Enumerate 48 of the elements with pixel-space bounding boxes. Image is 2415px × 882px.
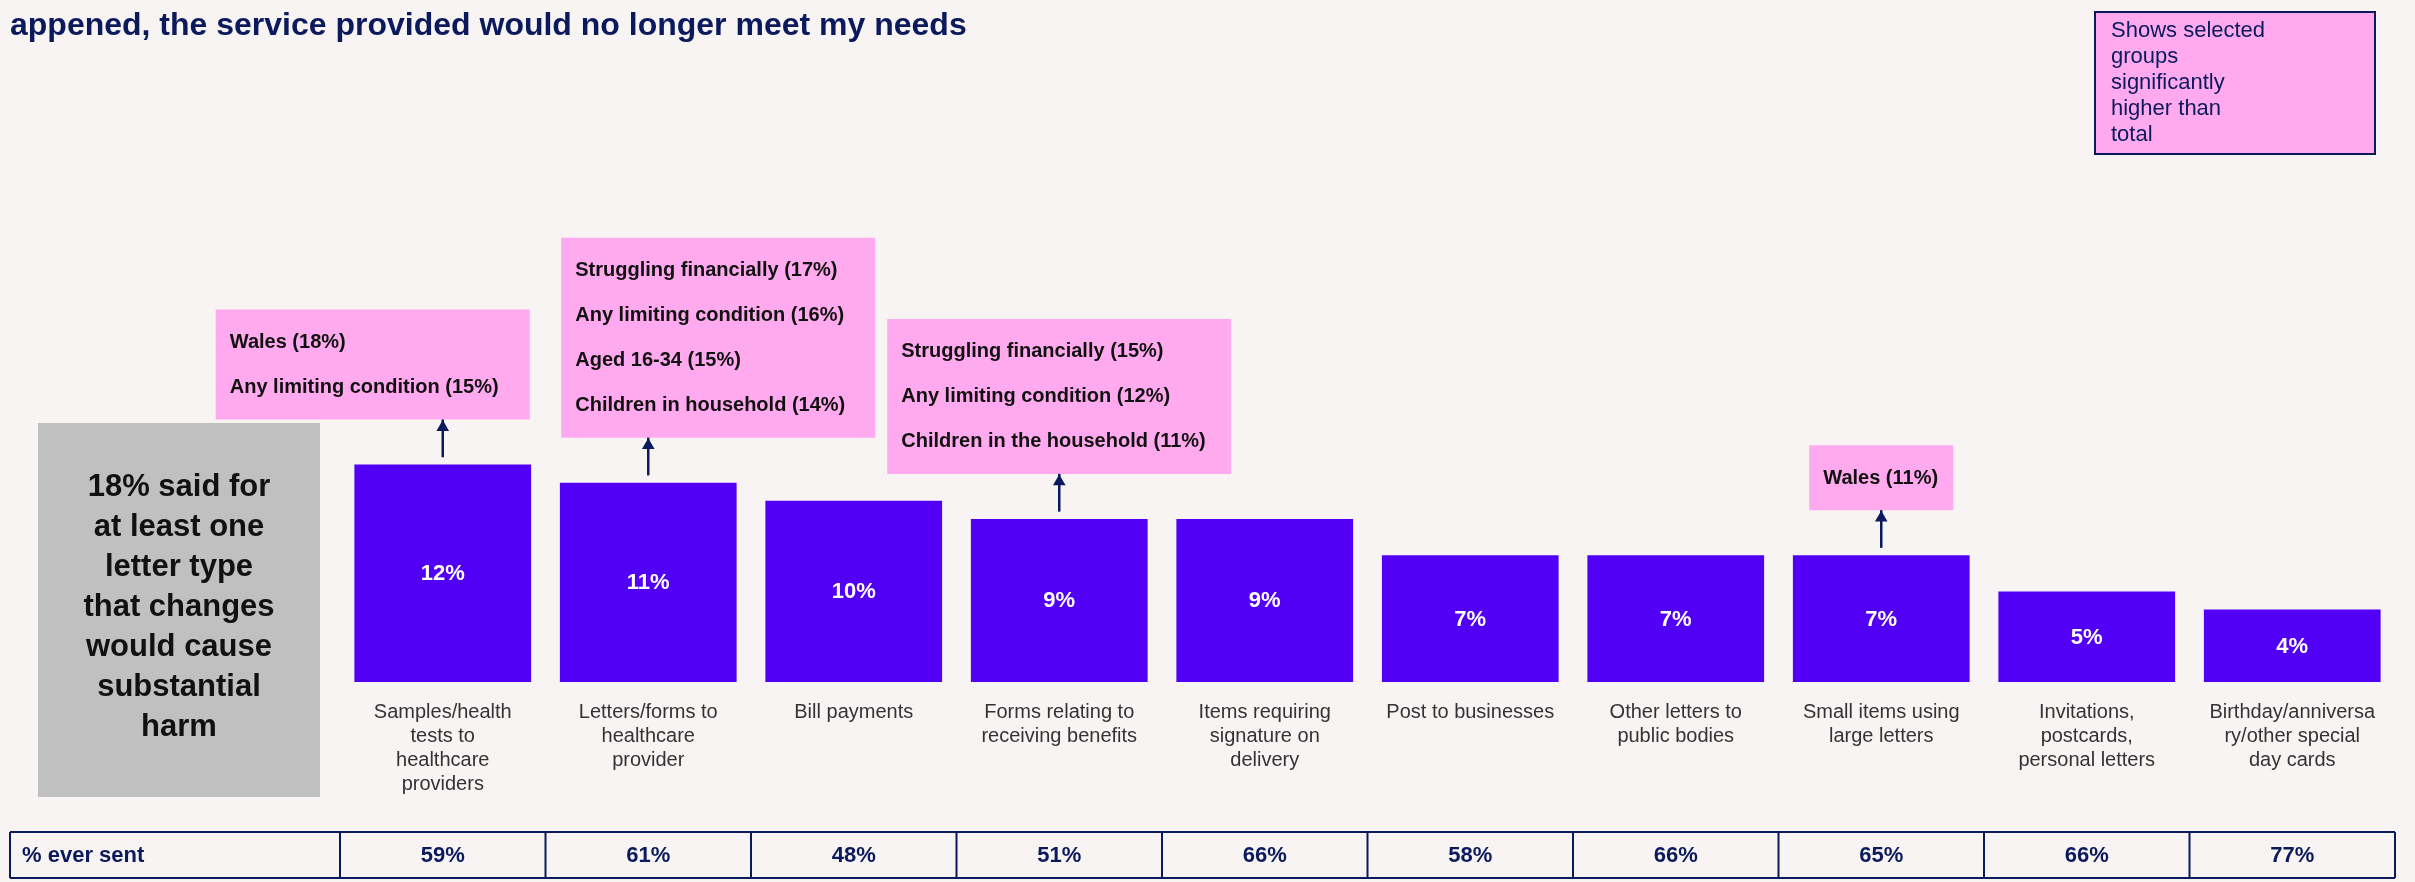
bar xyxy=(354,464,532,682)
text: 59% xyxy=(420,842,465,867)
data-label: 4% xyxy=(2276,632,2309,658)
bar xyxy=(765,500,943,682)
data-label: 7% xyxy=(1865,605,1898,631)
text: 58% xyxy=(1448,842,1493,867)
text: Shows selected groups significantly higher than total xyxy=(2111,17,2266,146)
x-tick-label: Post to businesses xyxy=(1386,700,1555,722)
bar xyxy=(2203,609,2381,682)
x-tick-label: Small items using large letters xyxy=(1802,700,1960,746)
x-tick-label: Samples/health tests to healthcare providers xyxy=(373,700,512,794)
text: 65% xyxy=(1859,842,1904,867)
x-tick-label: Other letters to public bodies xyxy=(1609,700,1742,746)
text: % ever sent xyxy=(22,842,145,867)
text: Struggling financially (15%) Any limiting condition (12%) Children in the household (11%) xyxy=(901,339,1206,452)
x-tick-label: Forms relating to receiving benefits xyxy=(981,700,1138,746)
x-tick-label: Bill payments xyxy=(794,700,914,722)
text: 77% xyxy=(2270,842,2315,867)
x-tick-label: Items requiring signature on delivery xyxy=(1198,700,1331,770)
bar xyxy=(1176,518,1354,682)
data-label: 5% xyxy=(2070,623,2103,649)
data-label: 11% xyxy=(626,569,670,595)
text: 48% xyxy=(831,842,876,867)
data-label: 10% xyxy=(831,578,876,604)
bar xyxy=(1792,555,1970,682)
text: 66% xyxy=(1242,842,1287,867)
text: 51% xyxy=(1037,842,1082,867)
data-label: 9% xyxy=(1043,587,1076,613)
text: 18% said for at least one letter type that changes would cause substantial harm xyxy=(83,468,275,743)
bar xyxy=(1998,591,2176,682)
data-label: 7% xyxy=(1454,605,1487,631)
text: 61% xyxy=(626,842,671,867)
x-tick-label: Invitations, postcards, personal letters xyxy=(2018,700,2156,770)
bar xyxy=(1381,555,1559,682)
bar xyxy=(970,518,1148,682)
x-tick-label: Birthday/anniversary/other special day cards xyxy=(2209,700,2376,770)
bar xyxy=(1587,555,1765,682)
data-label: 7% xyxy=(1659,605,1692,631)
data-label: 9% xyxy=(1248,587,1281,613)
x-tick-label: Letters/forms to healthcare provider xyxy=(578,700,718,770)
text: Struggling financially (17%) Any limiting condition (16%) Aged 16-34 (15%) Children in household (14%) xyxy=(575,258,846,416)
data-label: 12% xyxy=(420,560,465,586)
text: 66% xyxy=(1653,842,1698,867)
text: Wales (18%) Any limiting condition (15%) xyxy=(229,330,499,397)
bar xyxy=(559,482,737,682)
annotation: Wales (11%) xyxy=(1823,465,1939,488)
text: 66% xyxy=(2064,842,2109,867)
chart-title: appened, the service provided would no longer meet my needs xyxy=(10,6,967,42)
